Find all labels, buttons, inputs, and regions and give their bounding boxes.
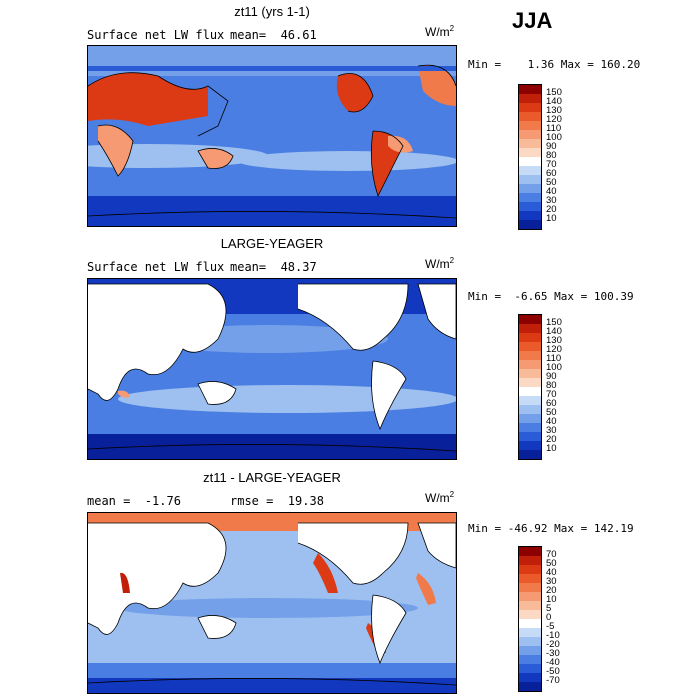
panel3-cb-label: -20: [546, 639, 560, 650]
panel2-cb-label: 20: [546, 434, 557, 445]
panel3-cb-label: -70: [546, 675, 560, 686]
panel1-map: [87, 45, 457, 227]
panel1-minmax: Min = 1.36 Max = 160.20: [468, 58, 641, 71]
panel3-cb-label: 70: [546, 549, 557, 560]
panel3-cb-label: -50: [546, 666, 560, 677]
panel1-cb-label: 60: [546, 168, 557, 179]
panel2-cb-label: 100: [546, 362, 562, 373]
panel1-title: zt11 (yrs 1-1): [234, 4, 310, 19]
panel3-map: [87, 512, 457, 694]
panel3-cb-label: 50: [546, 558, 557, 569]
panel1-cb-label: 120: [546, 114, 562, 125]
panel2-cb-label: 150: [546, 317, 562, 328]
panel2-minmax: Min = -6.65 Max = 100.39: [468, 290, 634, 303]
panel3-eurasia-africa: [88, 523, 226, 635]
panel1-cb-label: 130: [546, 105, 562, 116]
panel2-cb-label: 50: [546, 407, 557, 418]
panel1-north-america: [336, 73, 373, 112]
panel2-cb-label: 120: [546, 344, 562, 355]
panel3-cb-label: 30: [546, 576, 557, 587]
panel3-cb-label: 40: [546, 567, 557, 578]
panel2-australia: [198, 381, 236, 405]
panel3-cb-label: -30: [546, 648, 560, 659]
panel1-mean-label: mean= 46.61: [230, 28, 317, 42]
panel2-map: [87, 278, 457, 460]
panel3-rmse-label: rmse = 19.38: [230, 494, 324, 508]
panel1-cb-label: 90: [546, 141, 557, 152]
panel2-cb-label: 60: [546, 398, 557, 409]
panel1-cb-label: 50: [546, 177, 557, 188]
panel2-north-america: [298, 284, 408, 351]
panel1-colorbar: [518, 84, 542, 230]
panel3-mean-label: mean = -1.76: [87, 494, 181, 508]
panel2-cb-label: 10: [546, 443, 557, 454]
panel3-cb-label: -5: [546, 621, 555, 632]
season-label: JJA: [512, 8, 553, 33]
panel2-cb-label: 140: [546, 326, 562, 337]
panel2-cb-label: 130: [546, 335, 562, 346]
panel2-eurasia-africa: [88, 284, 226, 401]
panel3-cb-label: -10: [546, 630, 560, 641]
panel2-cb-label: 110: [546, 353, 562, 364]
panel3-title: zt11 - LARGE-YEAGER: [203, 470, 341, 485]
panel3-cb-label: 5: [546, 603, 552, 614]
panel1-cb-label: 20: [546, 204, 557, 215]
panel2-cb-label: 30: [546, 425, 557, 436]
panel3-units: W/m2: [425, 490, 455, 505]
panel2-colorbar: [518, 314, 542, 460]
panel1-australia: [198, 148, 233, 169]
panel1-variable-label: Surface net LW flux: [87, 28, 225, 42]
panel3-cb-label: 10: [546, 594, 557, 605]
panel2-units: W/m2: [425, 256, 455, 271]
panel2-cb-label: 90: [546, 371, 557, 382]
panel2-cb-label: 70: [546, 389, 557, 400]
panel1-cb-label: 80: [546, 150, 557, 161]
panel2-title: LARGE-YEAGER: [220, 236, 324, 251]
panel1-cb-label: 30: [546, 195, 557, 206]
panel1-cb-label: 70: [546, 159, 557, 170]
panel3-cb-label: -40: [546, 657, 560, 668]
panel2-south-america: [371, 361, 406, 429]
panel1-cb-label: 10: [546, 213, 557, 224]
panel1-cb-label: 100: [546, 132, 562, 143]
panel3-north-america: [298, 523, 408, 585]
panel3-cb-label: 0: [546, 612, 552, 623]
panel3-australia: [198, 615, 236, 639]
panel3-south-america: [371, 595, 406, 663]
panel1-units: W/m2: [425, 24, 455, 39]
panel2-mean-label: mean= 48.37: [230, 260, 317, 274]
panel3-colorbar: [518, 546, 542, 692]
panel1-cb-label: 140: [546, 96, 562, 107]
panel3-minmax: Min = -46.92 Max = 142.19: [468, 522, 634, 535]
panel2-cb-label: 40: [546, 416, 557, 427]
panel1-cb-label: 150: [546, 87, 562, 98]
panel1-cb-label: 40: [546, 186, 557, 197]
panel1-cb-label: 110: [546, 123, 562, 134]
panel3-cb-label: 20: [546, 585, 557, 596]
panel1-eurasia-africa: [88, 72, 208, 126]
panel2-cb-label: 80: [546, 380, 557, 391]
panel2-variable-label: Surface net LW flux: [87, 260, 225, 274]
